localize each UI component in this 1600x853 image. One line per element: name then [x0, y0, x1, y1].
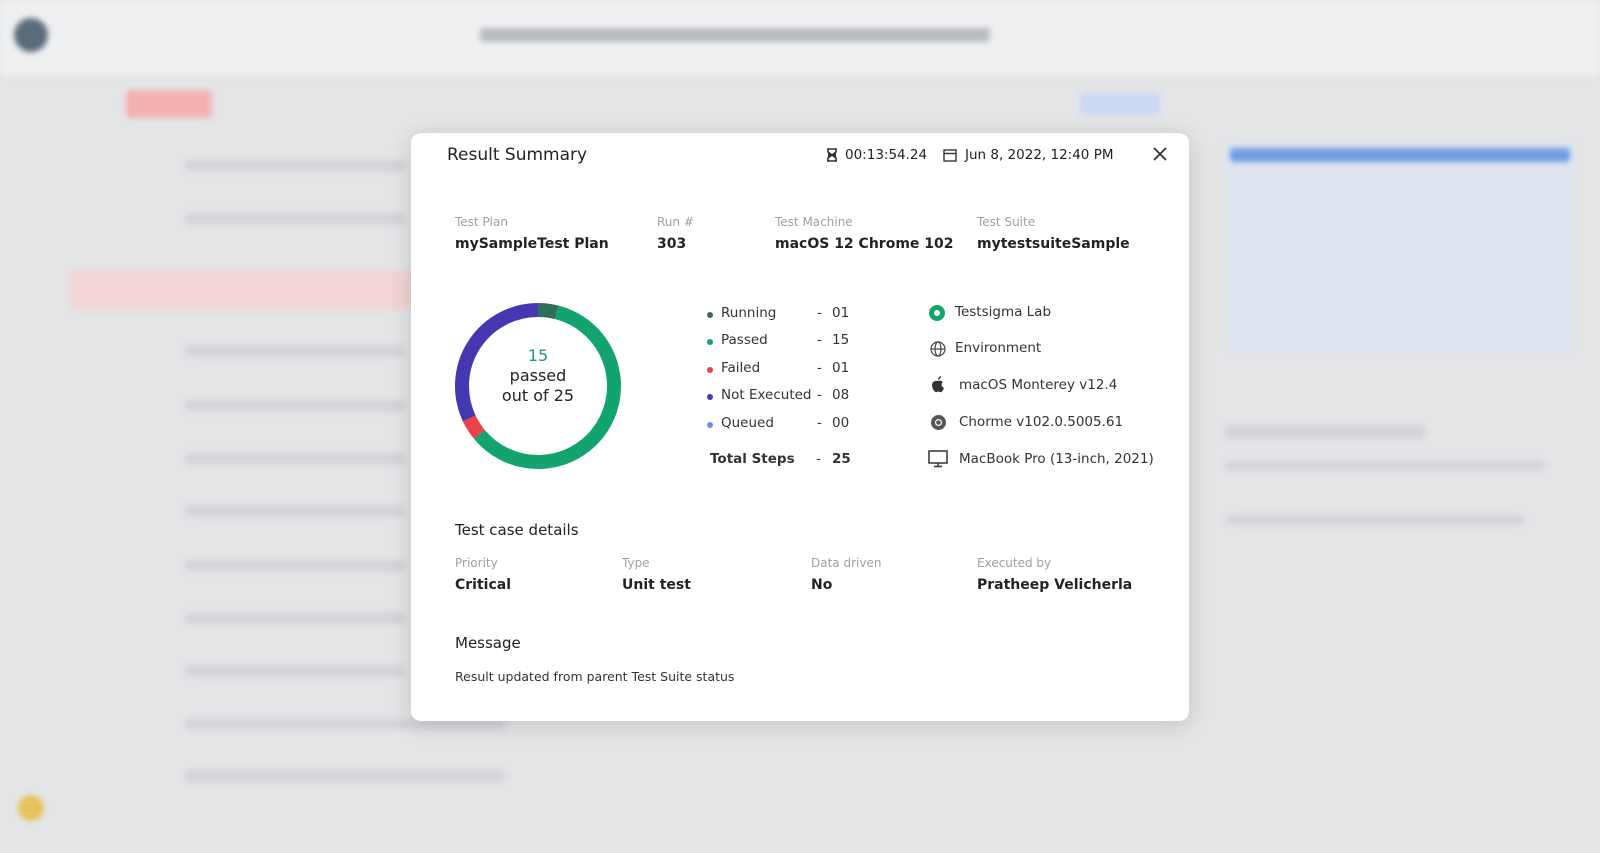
run-info-label: Test Machine [775, 215, 853, 229]
donut-segment [455, 303, 539, 422]
legend-dot [707, 339, 713, 345]
detail-label: Executed by [977, 556, 1052, 570]
detail-label: Priority [455, 556, 498, 570]
detail-label: Data driven [811, 556, 882, 570]
environment-item: MacBook Pro (13-inch, 2021) [959, 451, 1154, 467]
legend-value: 08 [832, 387, 850, 403]
message-text: Result updated from parent Test Suite st… [455, 669, 735, 684]
chrome-icon [931, 415, 946, 430]
run-info-value: mySampleTest Plan [455, 236, 609, 252]
run-info-label: Test Suite [977, 215, 1036, 229]
run-info-value: macOS 12 Chrome 102 [775, 236, 954, 252]
donut-segment [474, 305, 621, 469]
separator: - [816, 451, 821, 467]
legend-value: 15 [832, 332, 850, 348]
result-summary-modal: Result Summary 00:13:54.24 Jun 8, 2022, … [411, 133, 1189, 721]
donut-center: 15 passed out of 25 [447, 346, 629, 406]
separator: - [817, 332, 822, 348]
run-info-label: Run # [657, 215, 694, 229]
donut-chart [455, 303, 621, 469]
environment-item: Chorme v102.0.5005.61 [959, 414, 1124, 430]
separator: - [817, 387, 822, 403]
apple-icon [932, 376, 944, 393]
legend-dot [707, 367, 713, 373]
total-prefix: out of [501, 386, 549, 405]
environment-item: Environment [955, 340, 1042, 356]
legend-value: 00 [832, 415, 850, 431]
globe-icon [930, 341, 946, 357]
close-button[interactable] [1153, 147, 1167, 161]
legend-name: Queued [721, 415, 774, 431]
duration: 00:13:54.24 [845, 147, 928, 163]
run-info-value: 303 [657, 236, 687, 252]
passed-label: passed [509, 366, 567, 385]
message-title: Message [455, 634, 521, 652]
legend-dot [707, 422, 713, 428]
legend-dot [707, 312, 713, 318]
detail-value: No [811, 577, 833, 593]
hourglass-icon [827, 148, 837, 162]
separator: - [817, 360, 822, 376]
environment-item: Testsigma Lab [955, 304, 1052, 320]
legend-name: Failed [721, 360, 761, 376]
legend-name: Passed [721, 332, 768, 348]
run-info-value: mytestsuiteSample [977, 236, 1130, 252]
donut-segment [462, 415, 485, 439]
legend-value: 01 [832, 360, 850, 376]
separator: - [817, 415, 822, 431]
total-steps-label: Total Steps [710, 451, 795, 467]
total-count: 25 [553, 386, 575, 405]
passed-count: 15 [527, 346, 549, 365]
laptop-icon [928, 450, 948, 468]
detail-value: Critical [455, 577, 512, 593]
modal-title: Result Summary [447, 145, 588, 165]
donut-segment [537, 303, 559, 320]
detail-label: Type [622, 556, 650, 570]
run-info-label: Test Plan [455, 215, 508, 229]
detail-value: Unit test [622, 577, 691, 593]
detail-value: Pratheep Velicherla [977, 577, 1133, 593]
separator: - [817, 305, 822, 321]
lab-icon [929, 305, 945, 321]
calendar-icon [943, 149, 957, 162]
details-title: Test case details [455, 521, 579, 539]
legend-name: Running [721, 305, 777, 321]
total-line: out of 25 [447, 386, 629, 406]
total-steps-value: 25 [832, 451, 851, 467]
legend-name: Not Executed [721, 387, 812, 403]
legend-value: 01 [832, 305, 850, 321]
run-date: Jun 8, 2022, 12:40 PM [965, 147, 1114, 163]
legend-dot [707, 394, 713, 400]
environment-item: macOS Monterey v12.4 [959, 377, 1118, 393]
